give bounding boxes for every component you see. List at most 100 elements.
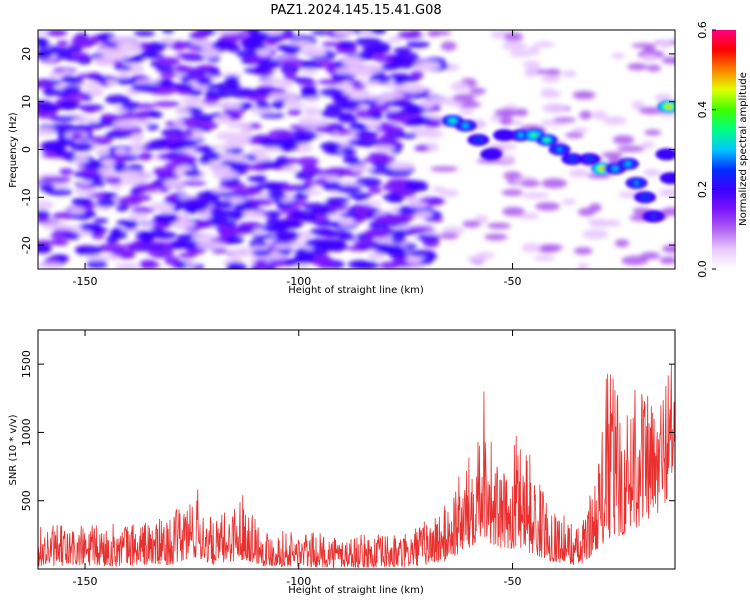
spectrogram-cell	[325, 204, 350, 211]
spectrogram-cell	[586, 218, 608, 225]
spectrogram-cell	[293, 253, 310, 262]
snr-x-label: Height of straight line (km)	[288, 585, 424, 596]
spectrogram-cell	[398, 205, 421, 214]
spectrogram-cell	[501, 43, 528, 51]
spectrogram-cell	[283, 70, 296, 81]
spectrogram-cell	[370, 103, 390, 113]
spectrogram-cell	[53, 146, 67, 156]
spectrogram-cell	[104, 176, 124, 185]
spectrogram-cell	[94, 47, 112, 55]
spectrogram-ridge-point	[663, 152, 670, 157]
spectrogram-cell	[393, 59, 417, 69]
spectrogram-cell	[113, 77, 140, 85]
spectrogram-cell	[108, 36, 137, 43]
spectrogram-background	[38, 30, 675, 269]
spectrogram-cell	[43, 86, 58, 97]
spectrogram-cell	[353, 131, 379, 137]
spectrogram-ridge-point	[570, 157, 575, 161]
spectrogram-cell	[544, 68, 561, 76]
spectrogram-cell	[140, 233, 154, 243]
spectrogram-cell	[114, 64, 132, 71]
spectrogram-x-tick-label: -50	[504, 275, 522, 288]
spectrogram-cell	[46, 257, 61, 263]
spectrogram-cell	[159, 78, 174, 89]
spectrogram-cell	[188, 90, 203, 97]
spectrogram-cell	[388, 54, 406, 61]
spectrogram-cell	[106, 235, 119, 244]
spectrogram-cell	[297, 80, 318, 86]
spectrogram-cell	[94, 147, 111, 157]
spectrogram-cell	[303, 179, 316, 187]
spectrogram-cell	[38, 110, 58, 119]
spectrogram-cell	[70, 132, 83, 141]
spectrogram-cell	[571, 127, 589, 133]
spectrogram-cell	[536, 246, 560, 253]
spectrogram-cell	[159, 206, 174, 214]
spectrogram-cell	[215, 114, 231, 124]
spectrogram-cell	[331, 73, 354, 81]
spectrogram-cell	[47, 30, 67, 37]
spectrogram-y-tick-label: 0	[20, 146, 33, 153]
spectrogram-cell	[414, 145, 430, 152]
spectrogram-cell	[351, 83, 366, 90]
spectrogram-cell	[579, 110, 592, 120]
spectrogram-ridge-point	[651, 215, 656, 218]
spectrogram-cell	[90, 135, 113, 146]
spectrogram-cell	[38, 30, 49, 35]
spectrogram-cell	[284, 157, 300, 165]
spectrogram-cell	[130, 133, 144, 143]
spectrogram-cell	[50, 183, 72, 189]
spectrogram-cell	[214, 82, 238, 92]
spectrogram-cell	[393, 76, 406, 86]
spectrogram-cell	[310, 49, 327, 57]
spectrogram-cell	[341, 101, 360, 110]
spectrogram-cell	[108, 132, 132, 139]
spectrogram-cell	[184, 261, 199, 267]
spectrogram-cell	[349, 122, 367, 131]
spectrogram-cell	[504, 32, 524, 41]
colorbar-tick-label: 0.4	[696, 101, 709, 119]
spectrogram-cell	[521, 180, 541, 188]
spectrogram-cell	[317, 260, 334, 269]
spectrogram-ridge-point	[463, 124, 468, 127]
spectrogram-cell	[562, 70, 577, 78]
spectrogram-cell	[296, 156, 319, 167]
spectrogram-cell	[157, 57, 181, 66]
spectrogram-cell	[97, 167, 115, 175]
spectrogram-cell	[462, 220, 481, 228]
spectrogram-cell	[227, 102, 243, 110]
spectrogram-cell	[170, 219, 196, 229]
spectrogram-cell	[368, 186, 382, 194]
spectrogram-cell	[263, 210, 283, 218]
spectrogram-cell	[352, 239, 380, 246]
spectrogram-cell	[371, 155, 396, 164]
spectrogram-cell	[374, 145, 396, 152]
colorbar-ticks: 0.0 0.2 0.4 0.6	[696, 21, 716, 278]
spectrogram-cell	[305, 238, 328, 248]
spectrogram-cell	[406, 182, 429, 192]
spectrogram-cell	[337, 128, 352, 135]
spectrogram-cell	[192, 31, 210, 38]
spectrogram-cell	[167, 143, 186, 151]
spectrogram-cell	[376, 244, 404, 251]
spectrogram-cell	[174, 107, 191, 115]
spectrogram-cell	[260, 77, 287, 86]
spectrogram-cell	[295, 230, 312, 240]
spectrogram-cell	[50, 238, 69, 246]
spectrogram-cell	[287, 108, 302, 116]
spectrogram-cell	[303, 106, 322, 117]
snr-x-tick-label: -100	[286, 575, 311, 588]
spectrogram-cell	[659, 39, 672, 49]
spectrogram-cell	[222, 229, 248, 236]
spectrogram-cell	[152, 166, 181, 176]
spectrogram-cell	[85, 254, 112, 261]
spectrogram-cell	[404, 243, 417, 250]
spectrogram-cell	[183, 198, 212, 207]
spectrogram-cell	[661, 56, 675, 65]
spectrogram-cell	[183, 169, 202, 177]
spectrogram-cell	[533, 254, 555, 262]
spectrogram-cell	[337, 82, 354, 91]
spectrogram-cell	[338, 218, 356, 227]
spectrogram-cell	[123, 243, 148, 249]
spectrogram-cell	[175, 52, 202, 58]
